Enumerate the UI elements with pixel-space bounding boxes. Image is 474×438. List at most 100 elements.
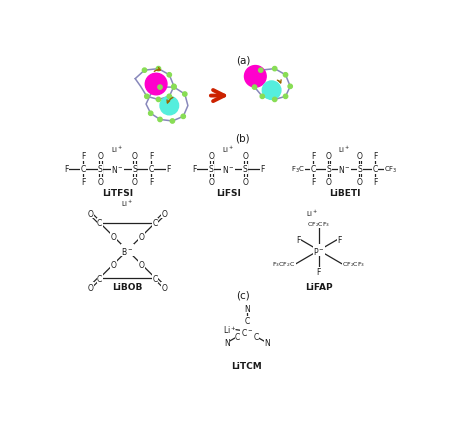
Text: Li$^+$: Li$^+$ — [111, 144, 124, 155]
Text: B$^-$: B$^-$ — [121, 245, 134, 256]
Text: F: F — [311, 152, 316, 161]
Text: O: O — [87, 209, 93, 219]
Circle shape — [262, 82, 281, 100]
Text: O: O — [131, 152, 137, 161]
Text: C: C — [153, 219, 158, 228]
Text: O: O — [326, 152, 332, 161]
Circle shape — [148, 112, 153, 116]
Text: (b): (b) — [236, 134, 250, 144]
Circle shape — [172, 86, 176, 90]
Text: O: O — [138, 260, 145, 269]
Circle shape — [172, 85, 176, 89]
Text: LiFAP: LiFAP — [305, 283, 333, 291]
Text: O: O — [138, 233, 145, 241]
Text: C: C — [373, 165, 378, 174]
Text: F: F — [64, 165, 68, 174]
Circle shape — [160, 97, 179, 116]
Circle shape — [181, 115, 185, 119]
Text: O: O — [87, 283, 93, 292]
Text: O: O — [131, 178, 137, 187]
Circle shape — [170, 120, 174, 124]
Circle shape — [142, 69, 146, 73]
Text: O: O — [326, 178, 332, 187]
Circle shape — [259, 69, 263, 73]
Text: C: C — [97, 219, 102, 228]
Text: Li$^+$: Li$^+$ — [338, 144, 351, 155]
Circle shape — [167, 95, 172, 99]
Text: F: F — [149, 178, 154, 187]
Circle shape — [145, 95, 149, 99]
Text: F: F — [317, 268, 321, 277]
Circle shape — [273, 67, 277, 71]
Text: O: O — [357, 152, 363, 161]
Text: C: C — [81, 165, 86, 174]
Text: O: O — [242, 152, 248, 161]
Circle shape — [156, 67, 161, 71]
Text: LiFSI: LiFSI — [216, 189, 241, 198]
Text: C: C — [244, 317, 249, 325]
Text: F: F — [81, 152, 85, 161]
Text: C: C — [253, 332, 258, 341]
Text: C: C — [153, 274, 158, 283]
Text: LiTFSI: LiTFSI — [102, 189, 133, 198]
Text: O: O — [162, 283, 168, 292]
Circle shape — [182, 93, 187, 97]
Text: CF$_3$: CF$_3$ — [384, 164, 398, 174]
Text: N: N — [264, 339, 270, 347]
Circle shape — [283, 74, 288, 78]
Circle shape — [273, 98, 277, 102]
Circle shape — [145, 74, 167, 95]
Text: F: F — [81, 178, 85, 187]
FancyArrowPatch shape — [154, 68, 160, 72]
Text: Li$^+$: Li$^+$ — [121, 198, 134, 208]
Text: O: O — [110, 260, 117, 269]
Circle shape — [288, 85, 292, 89]
Text: S: S — [243, 165, 247, 174]
Text: O: O — [97, 178, 103, 187]
Text: (a): (a) — [236, 55, 250, 65]
Text: C: C — [97, 274, 102, 283]
FancyArrowPatch shape — [277, 81, 281, 84]
Text: F$_3$CF$_2$C: F$_3$CF$_2$C — [272, 260, 296, 268]
Text: S: S — [132, 165, 137, 174]
Circle shape — [158, 118, 162, 122]
FancyArrowPatch shape — [167, 98, 173, 104]
Text: F: F — [149, 152, 154, 161]
Text: C: C — [235, 332, 240, 341]
Text: LiTCM: LiTCM — [231, 361, 262, 370]
Text: N$^-$: N$^-$ — [338, 164, 351, 175]
Text: O: O — [357, 178, 363, 187]
Text: F$_3$C: F$_3$C — [291, 164, 305, 174]
Text: O: O — [208, 178, 214, 187]
Text: N: N — [224, 339, 229, 347]
Text: S: S — [209, 165, 213, 174]
Text: F: F — [337, 236, 342, 244]
Text: O: O — [110, 233, 117, 241]
Text: CF$_2$CF$_3$: CF$_2$CF$_3$ — [342, 260, 365, 268]
Text: F: F — [311, 178, 316, 187]
Text: O: O — [208, 152, 214, 161]
Text: N$^-$: N$^-$ — [111, 164, 124, 175]
Circle shape — [283, 95, 288, 99]
Circle shape — [167, 74, 172, 78]
Text: Li$^+$: Li$^+$ — [222, 144, 235, 155]
Text: Li$^+$: Li$^+$ — [223, 324, 237, 336]
Text: F: F — [260, 165, 264, 174]
Text: O: O — [162, 209, 168, 219]
Text: N: N — [244, 304, 250, 313]
Text: O: O — [97, 152, 103, 161]
Text: C: C — [149, 165, 154, 174]
Text: CF$_2$CF$_3$: CF$_2$CF$_3$ — [307, 219, 330, 228]
Text: O: O — [242, 178, 248, 187]
Text: LiBETI: LiBETI — [328, 189, 360, 198]
Text: F: F — [296, 236, 301, 244]
Circle shape — [158, 86, 162, 90]
Text: P$^-$: P$^-$ — [313, 245, 325, 256]
Text: F: F — [373, 152, 378, 161]
Text: N$^-$: N$^-$ — [222, 164, 235, 175]
Circle shape — [156, 98, 161, 102]
Text: (c): (c) — [236, 290, 250, 300]
Text: F: F — [373, 178, 378, 187]
Text: S: S — [357, 165, 362, 174]
Text: C$^-$: C$^-$ — [241, 326, 253, 337]
